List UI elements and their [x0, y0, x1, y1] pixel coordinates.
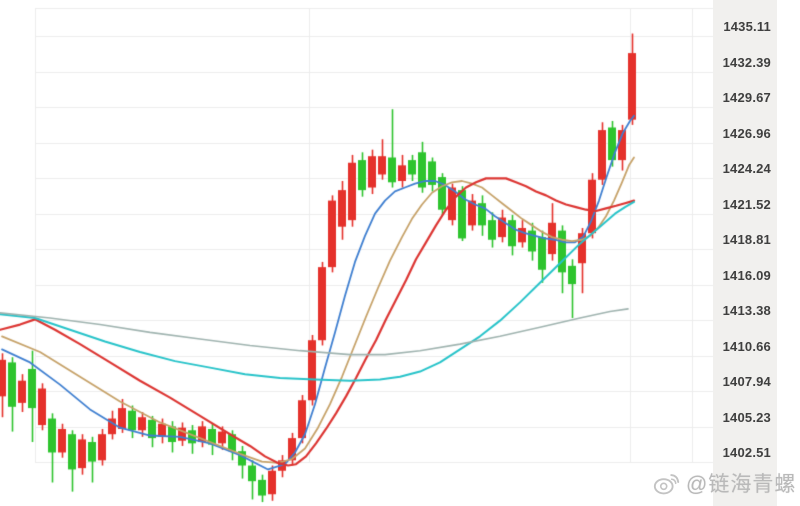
weibo-eye-icon	[653, 474, 680, 495]
watermark: @链海青螺	[652, 468, 796, 498]
watermark-handle: @链海青螺	[686, 473, 797, 496]
